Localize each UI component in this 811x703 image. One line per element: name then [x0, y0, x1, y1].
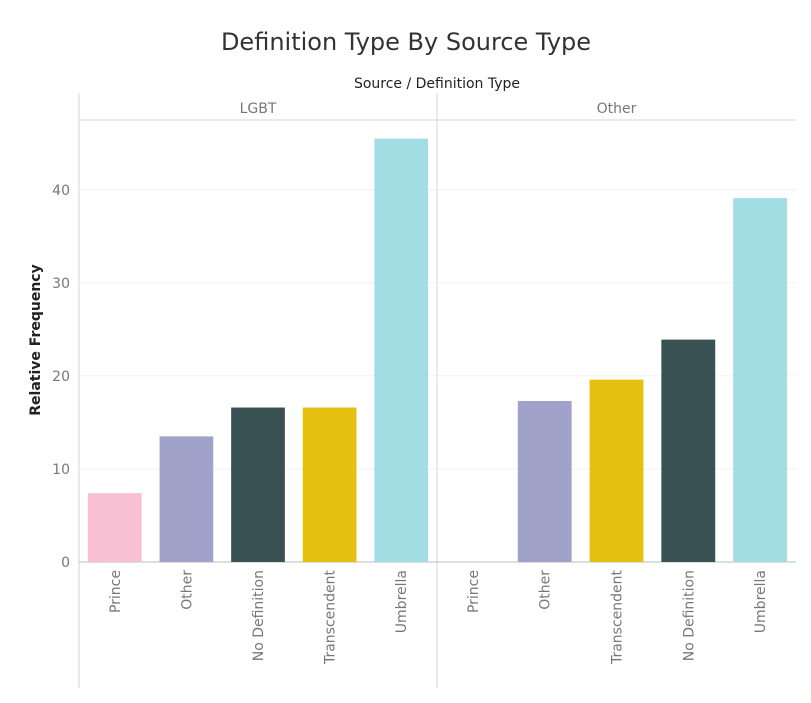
bar[interactable] [87, 493, 142, 562]
panel-label: Other [597, 101, 637, 117]
panel-other: Other Prince Other Transcendent No Definitio… [466, 101, 788, 665]
y-axis-label: Relative Frequency [28, 264, 44, 415]
bar[interactable] [733, 198, 788, 562]
x-tick-label: Other [538, 570, 554, 610]
column-header: Source / Definition Type [354, 76, 520, 92]
y-tick-label: 40 [52, 183, 70, 199]
bar[interactable] [159, 436, 214, 562]
panel-label: LGBT [240, 101, 277, 117]
y-tick-label: 10 [52, 462, 70, 478]
y-tick-label: 0 [61, 555, 70, 571]
x-tick-label: No Definition [681, 570, 697, 661]
x-tick-label: Umbrella [753, 570, 769, 633]
y-axis-ticks: 0 10 20 30 40 [52, 183, 70, 571]
y-tick-label: 30 [52, 276, 70, 292]
bar[interactable] [589, 379, 644, 562]
bar[interactable] [661, 339, 716, 562]
x-tick-label: No Definition [251, 570, 267, 661]
chart-title: Definition Type By Source Type [221, 28, 591, 56]
x-tick-label: Prince [108, 570, 124, 613]
bar[interactable] [374, 138, 429, 562]
x-tick-label: Transcendent [323, 569, 339, 665]
panel-lgbt: LGBT Prince Other No Definition Transcendent… [87, 101, 429, 665]
bar[interactable] [517, 401, 572, 562]
x-tick-label: Umbrella [394, 570, 410, 633]
bar[interactable] [231, 407, 285, 562]
x-tick-label: Transcendent [610, 569, 626, 665]
bar[interactable] [302, 407, 357, 562]
x-tick-label: Other [179, 570, 195, 610]
x-tick-label: Prince [466, 570, 482, 613]
chart-panels: LGBT Prince Other No Definition Transcendent… [87, 101, 788, 665]
y-tick-label: 20 [52, 369, 70, 385]
